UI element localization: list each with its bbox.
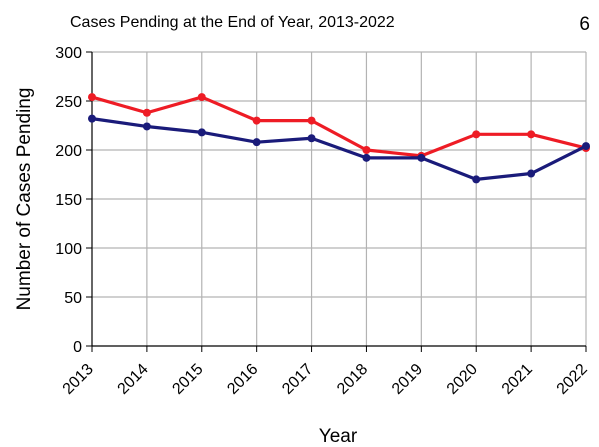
- data-point: [197, 128, 206, 137]
- data-point: [472, 130, 481, 139]
- data-point: [362, 146, 371, 154]
- y-tick-labels: 0 50 100 150 200 250 300: [55, 45, 82, 356]
- series-lines: [88, 93, 590, 184]
- data-point: [417, 153, 426, 162]
- axes: [86, 51, 587, 352]
- data-point: [88, 114, 96, 123]
- data-point: [197, 93, 206, 102]
- data-point: [582, 142, 590, 151]
- x-tick-label: 2014: [115, 361, 152, 398]
- data-point: [252, 138, 261, 147]
- data-point: [252, 116, 261, 125]
- x-tick-label: 2022: [554, 361, 591, 398]
- data-point: [527, 130, 536, 139]
- y-axis-title: Number of Cases Pending: [14, 88, 35, 311]
- x-tick-label: 2013: [60, 361, 97, 398]
- data-point: [307, 134, 316, 143]
- chart-title: Cases Pending at the End of Year, 2013-2…: [70, 14, 395, 31]
- data-point: [307, 116, 316, 125]
- data-point: [142, 122, 151, 131]
- page-number: 6: [579, 14, 590, 35]
- y-tick-label: 250: [55, 94, 82, 111]
- series-line: [91, 117, 587, 181]
- x-tick-labels: 2013 2014 2015 2016 2017 2018 2019 2020 2021 2022: [60, 361, 591, 398]
- x-tick-label: 2017: [279, 361, 316, 398]
- y-tick-label: 100: [55, 241, 82, 258]
- y-tick-label: 300: [55, 45, 82, 62]
- x-tick-label: 2019: [389, 361, 426, 398]
- gridlines: [92, 51, 587, 346]
- y-tick-label: 0: [73, 339, 82, 356]
- x-axis-title: Year: [319, 426, 358, 447]
- data-point: [527, 169, 536, 178]
- series-2: [88, 114, 590, 184]
- data-point: [472, 175, 481, 184]
- y-tick-label: 150: [55, 192, 82, 209]
- x-tick-label: 2020: [444, 361, 481, 398]
- x-tick-label: 2018: [334, 361, 371, 398]
- data-point: [362, 153, 371, 162]
- data-point: [142, 108, 151, 117]
- series-line: [91, 95, 587, 158]
- x-tick-label: 2021: [499, 361, 536, 398]
- data-point: [88, 93, 96, 102]
- y-tick-label: 200: [55, 143, 82, 160]
- y-tick-label: 50: [64, 290, 82, 307]
- x-tick-label: 2016: [224, 361, 261, 398]
- x-tick-label: 2015: [169, 361, 206, 398]
